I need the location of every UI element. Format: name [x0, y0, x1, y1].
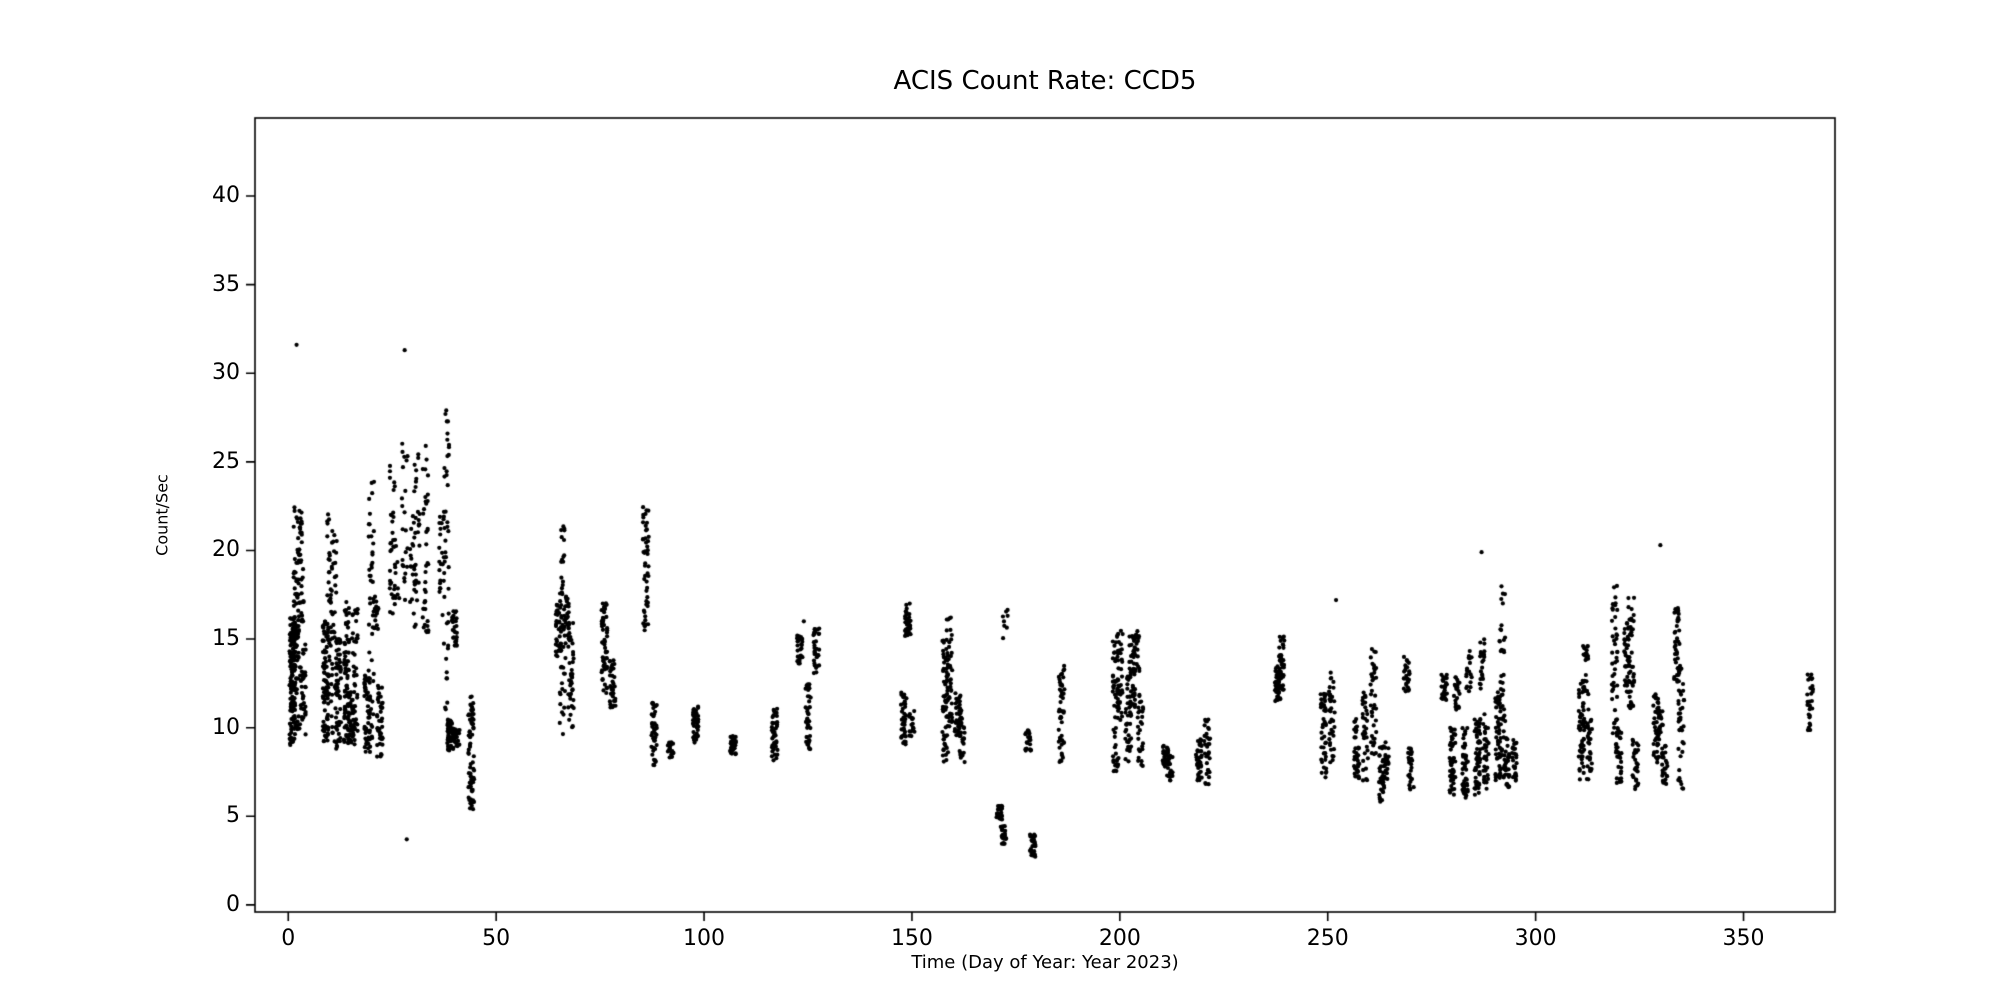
y-tick-label: 35 — [212, 271, 240, 297]
x-tick-label: 100 — [683, 926, 726, 951]
y-tick-label: 30 — [212, 360, 240, 386]
x-axis-label: Time (Day of Year: Year 2023) — [911, 952, 1179, 973]
y-tick-label: 20 — [212, 537, 240, 563]
x-tick-label: 300 — [1514, 926, 1557, 951]
x-tick-label: 50 — [482, 926, 511, 951]
y-tick-label: 40 — [212, 182, 240, 208]
y-tick-label: 15 — [212, 626, 240, 652]
x-tick-label: 0 — [281, 926, 296, 951]
y-tick-label: 5 — [226, 803, 240, 829]
y-axis-label: Count/Sec — [152, 474, 172, 556]
chart-title: ACIS Count Rate: CCD5 — [893, 66, 1197, 96]
y-tick-label: 0 — [226, 891, 240, 917]
y-tick-label: 10 — [212, 714, 240, 740]
x-tick-label: 350 — [1722, 926, 1765, 951]
y-tick-label: 25 — [212, 448, 240, 474]
x-tick-label: 200 — [1098, 926, 1141, 951]
x-tick-label: 150 — [890, 926, 933, 951]
x-tick-label: 250 — [1306, 926, 1349, 951]
